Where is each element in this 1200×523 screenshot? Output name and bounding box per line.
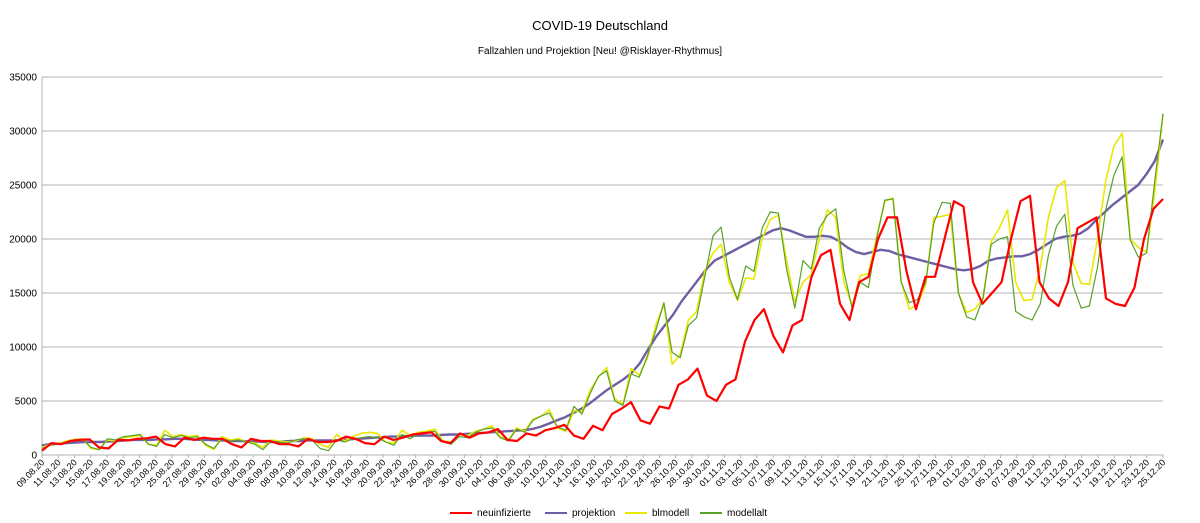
legend-label-projektion: projektion	[572, 508, 615, 519]
y-tick-label: 20000	[9, 235, 37, 246]
y-tick-label: 30000	[9, 127, 37, 138]
legend-label-blmodell: blmodell	[652, 508, 689, 519]
series-group	[41, 113, 1165, 452]
y-tick-label: 5000	[15, 397, 38, 408]
x-axis: 09.08.2011.08.2013.08.2015.08.2017.08.20…	[15, 454, 1167, 489]
legend-label-modellalt: modellalt	[727, 508, 767, 519]
chart-title: COVID-19 Deutschland	[532, 18, 668, 33]
y-tick-label: 35000	[9, 73, 37, 84]
legend: neuinfizierte projektion blmodell modellalt	[450, 508, 767, 519]
grid	[42, 76, 1163, 456]
y-tick-label: 0	[31, 451, 37, 462]
y-tick-label: 10000	[9, 343, 37, 354]
legend-label-neuinfizierte: neuinfizierte	[477, 508, 531, 519]
chart-subtitle: Fallzahlen und Projektion [Neu! @Risklay…	[478, 46, 722, 57]
y-axis: 0 5000 10000 15000 20000 25000 30000 35000	[9, 73, 43, 462]
y-tick-label: 15000	[9, 289, 37, 300]
series-line-blmodell	[41, 114, 1164, 451]
series-line-neuinfizierte	[41, 194, 1164, 452]
series-line-modellalt	[41, 113, 1164, 452]
y-tick-label: 25000	[9, 181, 37, 192]
